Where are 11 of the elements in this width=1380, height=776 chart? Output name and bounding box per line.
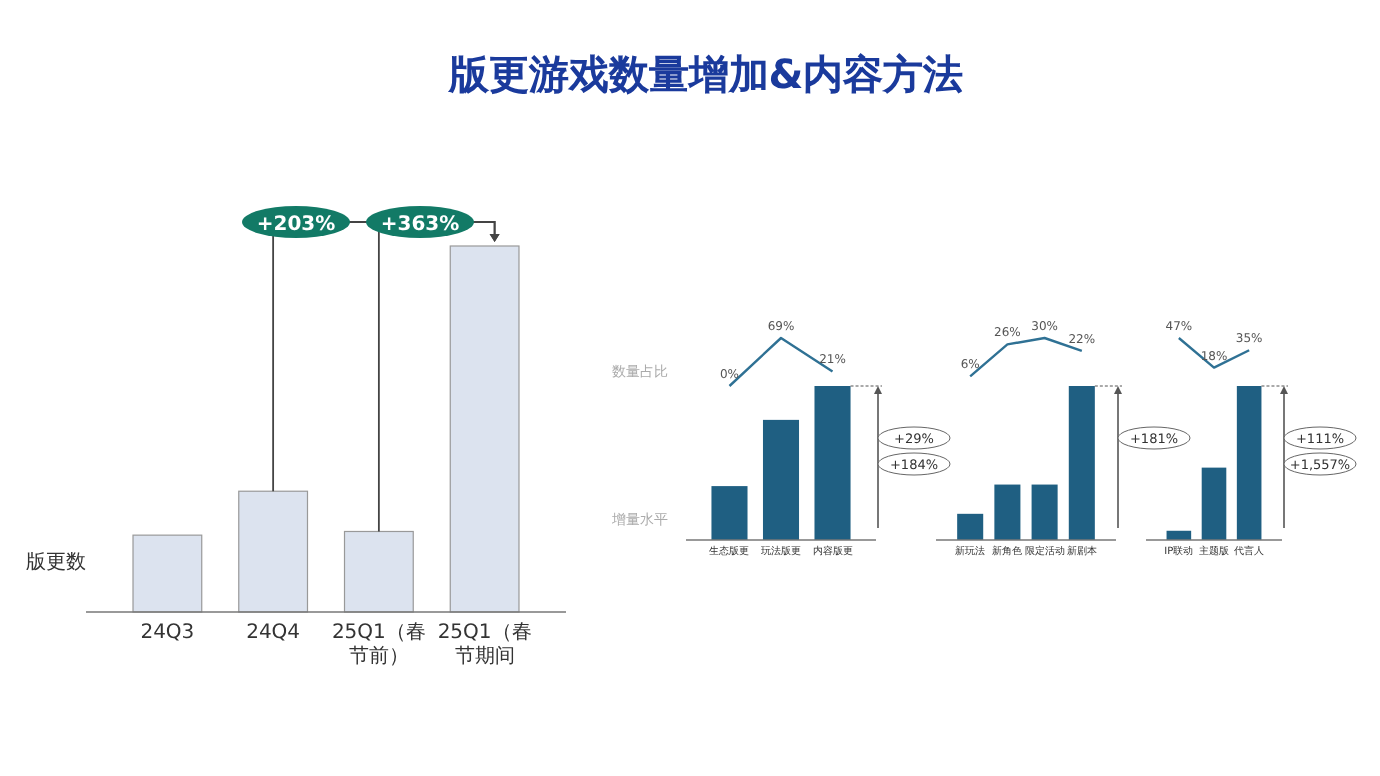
x-tick-label: 25Q1（春节前） (331, 622, 426, 668)
x-tick-label: 24Q3 (140, 622, 195, 644)
bar (238, 490, 309, 613)
text: +203% (256, 214, 336, 236)
text: 版更游戏数量增加&内容方法 (446, 50, 964, 98)
y-axis-title: 版更数 (26, 552, 86, 574)
x-tick-label: 24Q4 (246, 622, 301, 644)
text: +363% (380, 214, 460, 236)
bar (343, 530, 414, 613)
bar (132, 534, 203, 613)
x-tick-label: 25Q1（春节期间 (437, 622, 532, 668)
